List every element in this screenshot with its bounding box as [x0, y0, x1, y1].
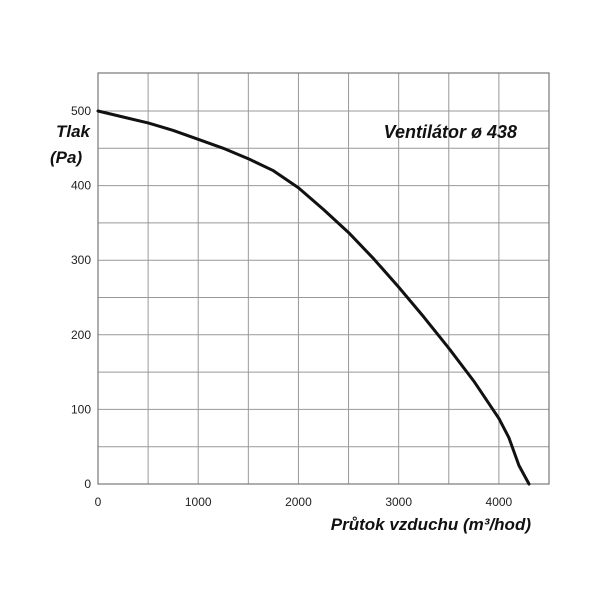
x-tick-label: 3000 — [385, 495, 412, 509]
y-axis-label-line1: Tlak — [56, 122, 92, 141]
y-tick-labels: 0 100 200 300 400 500 — [71, 104, 91, 491]
x-tick-label: 2000 — [285, 495, 312, 509]
y-tick-label: 400 — [71, 179, 91, 193]
y-tick-label: 300 — [71, 253, 91, 267]
y-tick-label: 200 — [71, 328, 91, 342]
x-axis-label: Průtok vzduchu (m³/hod) — [331, 515, 532, 534]
x-tick-label: 0 — [95, 495, 102, 509]
x-tick-label: 4000 — [486, 495, 513, 509]
fan-annotation: Ventilátor ø 438 — [384, 122, 517, 142]
x-tick-labels: 0 1000 2000 3000 4000 — [95, 495, 513, 509]
y-tick-label: 500 — [71, 104, 91, 118]
y-tick-label: 100 — [71, 402, 91, 416]
plot-frame — [97, 72, 550, 485]
grid — [98, 73, 549, 484]
fan-curve-line — [96, 109, 531, 486]
y-axis-label-line2: (Pa) — [50, 148, 82, 167]
x-tick-label: 1000 — [185, 495, 212, 509]
y-tick-label: 0 — [84, 477, 91, 491]
